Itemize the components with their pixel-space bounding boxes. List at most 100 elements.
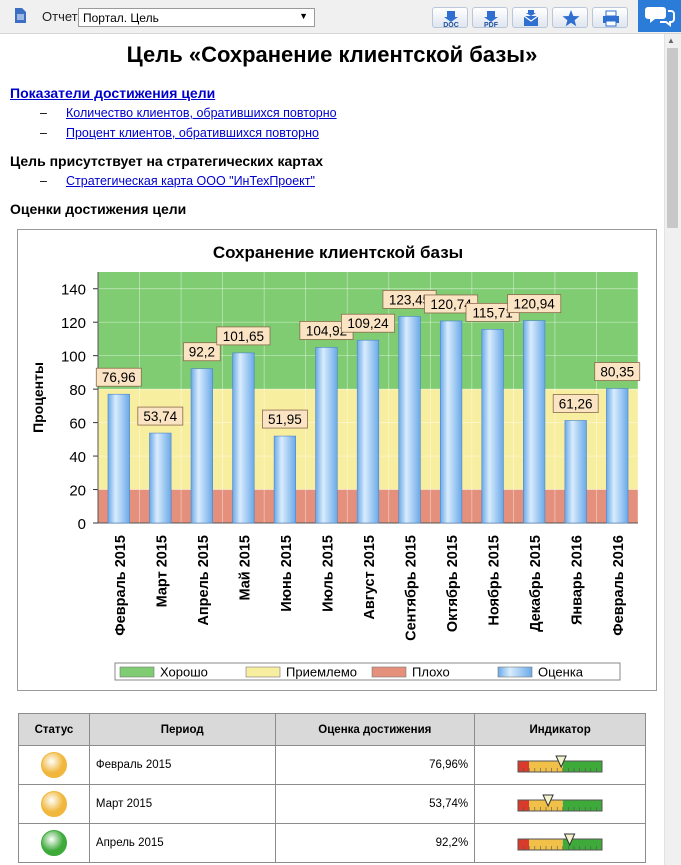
indicator-cell <box>474 745 646 785</box>
mail-button[interactable] <box>512 7 548 28</box>
bar-chart: Сохранение клиентской базы 0 20 40 60 80 100 12… <box>30 243 641 681</box>
report-label: Отчет <box>42 9 78 24</box>
print-icon <box>603 10 619 27</box>
x-tick-label: Апрель 2015 <box>196 535 212 626</box>
print-button[interactable] <box>592 7 628 28</box>
status-dot-icon <box>40 830 67 856</box>
data-label: 120,74 <box>430 297 472 312</box>
data-label-box <box>216 326 271 346</box>
data-label: 53,74 <box>143 409 177 424</box>
legend-label: Оценка <box>538 665 584 680</box>
y-tick-label: 20 <box>69 483 86 500</box>
svg-text:DOC: DOC <box>443 22 459 29</box>
data-label-box <box>183 342 221 362</box>
col-header-status: Статус <box>18 713 90 746</box>
period-cell: Март 2015 <box>88 784 276 824</box>
period-cell: Апрель 2015 <box>88 823 276 863</box>
data-label: 92,2 <box>189 345 215 360</box>
pdf-export-button[interactable]: PDF <box>472 7 508 29</box>
mail-icon <box>523 10 539 26</box>
indicator-gauge <box>517 755 603 773</box>
doc-export-icon: DOC <box>443 11 459 29</box>
legend-label: Плохо <box>412 665 450 680</box>
indicator-link-item: – Количество клиентов, обратившихся повто… <box>40 106 337 120</box>
data-label-box <box>594 362 641 381</box>
legend-box <box>114 662 621 681</box>
pdf-export-icon: PDF <box>484 11 499 29</box>
bar-8 <box>439 320 463 524</box>
col-header-score: Оценка достижения <box>274 713 476 746</box>
status-cell <box>18 823 90 863</box>
table-header-row: Статус Период Оценка достижения Индикато… <box>18 713 646 746</box>
x-tick-label: Ноябрь 2015 <box>487 535 503 626</box>
scroll-up-arrow-icon[interactable]: ▲ <box>667 36 675 45</box>
indicator-pointer-icon <box>563 833 576 847</box>
bar-11 <box>564 420 587 524</box>
col-header-period: Период <box>88 713 276 746</box>
x-tick-label: Август 2015 <box>362 535 378 620</box>
bar-4 <box>273 435 297 524</box>
data-label: 120,94 <box>514 297 556 312</box>
chat-button[interactable] <box>638 0 681 32</box>
assessment-table: Статус Период Оценка достижения Индикато… <box>18 713 646 863</box>
bar-9 <box>481 329 504 524</box>
indicator-gauge <box>517 833 603 851</box>
strategy-map-link[interactable]: Стратегическая карта ООО "ИнТехПроект" <box>66 174 315 188</box>
x-tick-label: Май 2015 <box>237 535 253 601</box>
vertical-scrollbar[interactable] <box>664 34 681 865</box>
bar-3 <box>232 352 255 524</box>
data-label-box <box>95 367 142 387</box>
data-label: 123,45 <box>389 292 430 307</box>
legend-swatch <box>371 666 407 678</box>
assessment-heading: Оценки достижения цели <box>10 201 187 217</box>
data-label-box <box>137 406 184 426</box>
chart-container: Сохранение клиентской базы 0 20 40 60 80 100 12… <box>17 229 657 691</box>
report-select[interactable]: Портал. Цель ▼ <box>78 8 315 27</box>
indicator-cell <box>474 784 646 824</box>
bar-0 <box>107 393 130 524</box>
indicator-gauge <box>517 794 603 812</box>
indicator-pointer-icon <box>542 794 554 808</box>
score-cell: 92,2% <box>274 823 476 863</box>
y-tick-label: 0 <box>78 516 86 533</box>
score-cell: 53,74% <box>274 784 476 824</box>
indicators-heading-link[interactable]: Показатели достижения цели <box>10 85 216 101</box>
x-tick-label: Март 2015 <box>154 535 170 607</box>
star-icon <box>562 10 580 27</box>
period-cell: Февраль 2015 <box>88 745 276 785</box>
indicator-link-repeat-clients-percent[interactable]: Процент клиентов, обратившихся повторно <box>66 126 319 140</box>
data-label: 115,71 <box>472 305 512 320</box>
y-tick-label: 80 <box>69 382 86 399</box>
legend-label: Хорошо <box>160 665 208 680</box>
page-title: Цель «Сохранение клиентской базы» <box>126 42 538 67</box>
data-label: 109,24 <box>347 316 389 331</box>
bar-5 <box>315 347 338 524</box>
toolbar: Отчет Портал. Цель ▼ DOC PDF <box>0 0 681 34</box>
y-tick-label: 140 <box>61 282 86 299</box>
data-label: 80,35 <box>600 365 634 380</box>
doc-export-button[interactable]: DOC <box>432 7 468 29</box>
svg-text:PDF: PDF <box>484 22 499 29</box>
status-cell <box>18 784 90 824</box>
chart-title: Сохранение клиентской базы <box>213 243 463 262</box>
data-label-box <box>340 313 395 333</box>
status-cell <box>18 745 90 785</box>
data-label: 61,26 <box>559 396 593 411</box>
status-dot-icon <box>40 791 67 817</box>
x-tick-label: Июнь 2015 <box>279 535 295 612</box>
report-select-value: Портал. Цель <box>83 11 159 25</box>
scrollbar-thumb[interactable] <box>667 48 678 228</box>
score-cell: 76,96% <box>274 745 476 785</box>
x-tick-label: Февраль 2015 <box>113 535 129 636</box>
data-label-box <box>262 409 308 429</box>
bar-6 <box>356 339 380 524</box>
x-tick-label: Декабрь 2015 <box>528 535 544 632</box>
bar-2 <box>190 368 213 524</box>
favorite-button[interactable] <box>552 7 588 28</box>
indicator-cell <box>474 823 646 863</box>
y-tick-label: 100 <box>61 349 86 366</box>
x-tick-label: Сентябрь 2015 <box>404 535 420 641</box>
data-label: 101,65 <box>223 329 264 344</box>
indicator-link-repeat-clients-count[interactable]: Количество клиентов, обратившихся повтор… <box>66 106 337 120</box>
data-label: 76,96 <box>102 370 136 385</box>
